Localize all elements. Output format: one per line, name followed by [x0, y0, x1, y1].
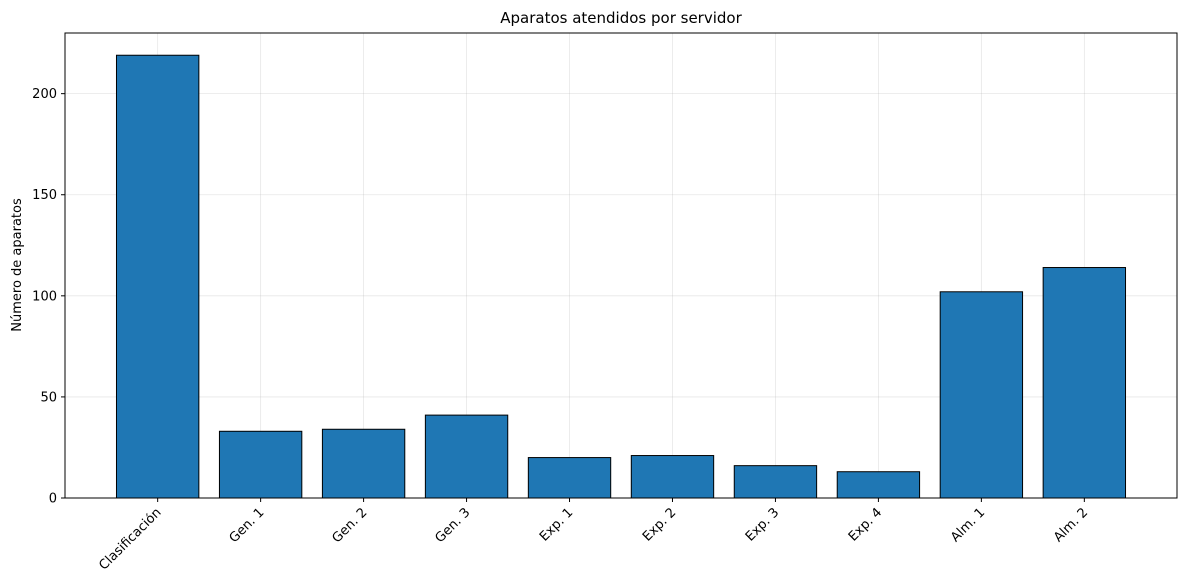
y-tick-label: 100 — [32, 289, 57, 304]
x-tick-label: Exp. 3 — [743, 505, 782, 544]
x-tick-label: Gen. 2 — [330, 505, 371, 546]
bar — [733, 465, 818, 499]
bar — [630, 455, 715, 499]
bar — [321, 428, 406, 499]
x-tick-label: Exp. 1 — [537, 505, 576, 544]
plot-frame — [64, 32, 1178, 499]
bar — [527, 457, 612, 499]
bar — [1042, 267, 1127, 499]
bar — [115, 54, 200, 499]
x-tick-label: Gen. 3 — [432, 505, 473, 546]
x-tick-label: Exp. 4 — [846, 505, 885, 544]
y-tick-label: 0 — [49, 492, 57, 507]
bar — [836, 471, 921, 499]
y-tick-label: 150 — [32, 188, 57, 203]
bar — [424, 414, 509, 499]
chart-title: Aparatos atendidos por servidor — [500, 9, 742, 27]
bar — [218, 430, 303, 499]
y-tick-label: 50 — [40, 390, 57, 405]
bar — [939, 291, 1024, 499]
bars — [115, 54, 1127, 499]
y-axis-label: Número de aparatos — [10, 198, 25, 332]
y-tick-label: 200 — [32, 87, 57, 102]
x-tick-label: Clasificación — [96, 505, 164, 570]
x-tick-label: Alm. 1 — [948, 505, 988, 545]
y-axis-ticks: 0 50 100 150 200 — [32, 87, 65, 507]
x-tick-label: Alm. 2 — [1051, 505, 1091, 545]
x-axis-ticks: Clasificación Gen. 1 Gen. 2 Gen. 3 Exp. 1 Exp… — [96, 498, 1091, 570]
x-tick-label: Gen. 1 — [227, 505, 268, 546]
x-tick-label: Exp. 2 — [640, 505, 679, 544]
